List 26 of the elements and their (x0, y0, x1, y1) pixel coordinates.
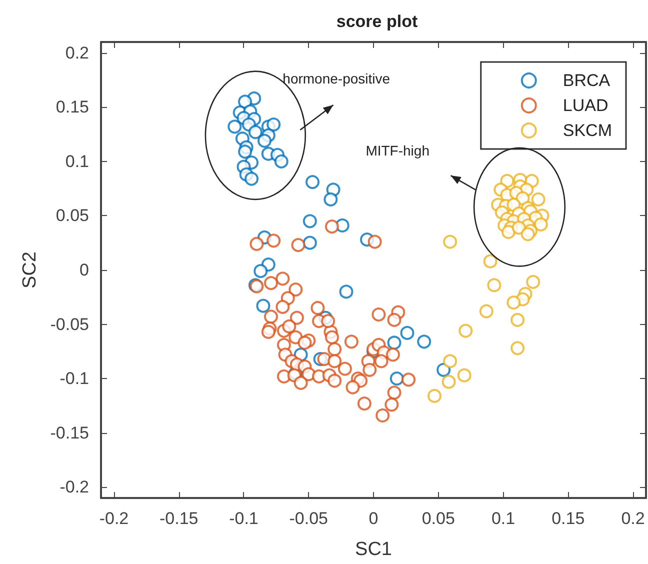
x-tick-label: 0.2 (621, 509, 645, 528)
x-tick-label: -0.05 (289, 509, 328, 528)
annotation: hormone-positive (282, 70, 390, 87)
y-tick-label: 0.1 (65, 152, 89, 171)
chart-title: score plot (336, 12, 418, 31)
legend-label: SKCM (562, 121, 612, 140)
x-tick-label: 0.05 (422, 509, 455, 528)
x-tick-label: 0.1 (491, 509, 516, 528)
legend-label: LUAD (562, 96, 608, 115)
y-tick-label: 0.15 (56, 98, 89, 117)
y-tick-label: -0.1 (60, 369, 89, 388)
y-tick-label: 0.2 (65, 43, 89, 62)
x-axis-title: SC1 (355, 539, 392, 560)
legend-label: BRCA (562, 71, 611, 90)
x-tick-label: 0 (368, 509, 378, 528)
y-tick-label: 0 (80, 260, 89, 280)
x-tick-label: 0.15 (552, 509, 585, 528)
x-tick-label: -0.15 (159, 509, 198, 528)
y-tick-label: -0.05 (50, 314, 89, 334)
y-tick-label: -0.15 (50, 423, 89, 442)
y-tick-label: -0.2 (60, 478, 89, 497)
x-tick-label: -0.2 (99, 509, 129, 528)
y-tick-label: 0.05 (56, 206, 89, 226)
annotation: MITF-high (366, 142, 430, 158)
y-axis-title: SC2 (19, 252, 40, 288)
x-tick-label: -0.1 (229, 509, 258, 528)
